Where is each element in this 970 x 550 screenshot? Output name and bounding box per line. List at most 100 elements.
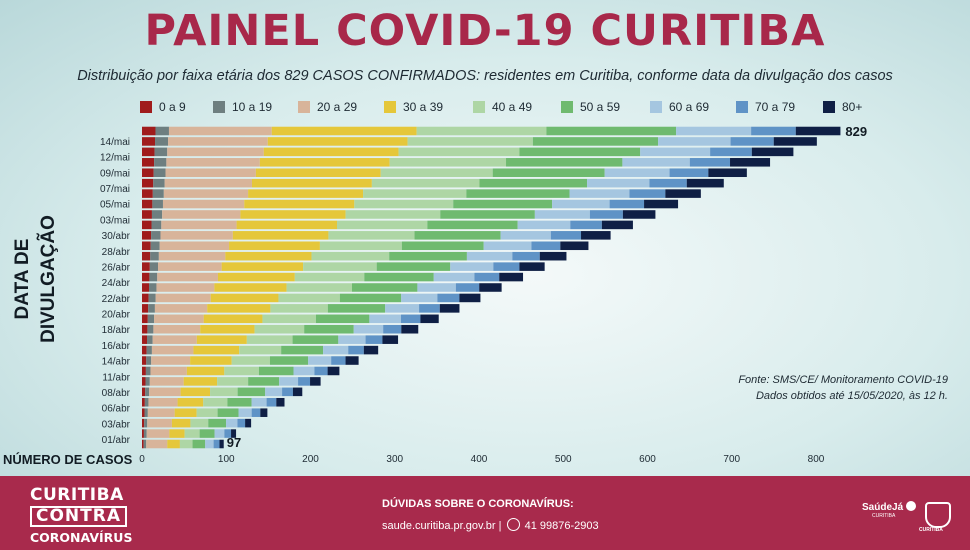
contact-phone[interactable]: 41 99876-2903 xyxy=(524,520,599,532)
bar-segment xyxy=(146,439,168,449)
bar-segment xyxy=(152,189,164,198)
crest-label: CURITIBA xyxy=(919,527,943,533)
contact-site-link[interactable]: saude.curitiba.pr.gov.br xyxy=(382,520,496,532)
bar-segment xyxy=(751,126,796,136)
bar-segment xyxy=(414,231,501,240)
bar-segment xyxy=(219,439,224,449)
x-tick-label: 100 xyxy=(218,454,235,465)
bar-segment xyxy=(589,210,623,219)
bar-segment xyxy=(152,199,163,209)
bar-segment xyxy=(278,293,340,303)
bar-segment xyxy=(251,408,261,417)
bar-segment xyxy=(203,314,263,324)
bar-segment xyxy=(601,220,633,230)
bar-segment xyxy=(604,168,670,178)
bar-segment xyxy=(150,366,187,376)
bar-segment xyxy=(151,345,194,355)
bar-segment xyxy=(686,178,724,188)
contact-separator: | xyxy=(498,520,502,532)
bar-segment xyxy=(248,377,280,386)
bar-segment xyxy=(213,439,220,449)
bar-segment xyxy=(142,272,150,282)
bar-segment xyxy=(167,147,264,157)
bar-segment xyxy=(534,210,590,219)
legend-label: 50 a 59 xyxy=(580,100,621,114)
bar-segment xyxy=(149,272,158,282)
bar-segment xyxy=(142,335,148,344)
heart-cross-icon xyxy=(905,501,916,511)
bar-segment xyxy=(622,158,690,167)
whatsapp-icon xyxy=(506,518,520,531)
bar-segment xyxy=(225,251,312,261)
bar-segment xyxy=(795,126,841,136)
bar-segment xyxy=(142,178,154,188)
bar-segment xyxy=(150,241,160,251)
bar-segment xyxy=(569,189,630,198)
y-tick-label: 03/abr xyxy=(102,419,131,430)
bar-segment xyxy=(142,356,147,365)
bar-segment xyxy=(532,137,659,146)
page-subtitle: Distribuição por faixa etária dos 829 CA… xyxy=(77,68,893,84)
bar-segment xyxy=(550,231,582,240)
bar-segment xyxy=(560,241,589,251)
legend-item-80-plus: 80+ xyxy=(823,99,862,115)
legend-swatch xyxy=(823,101,835,113)
bar-segment xyxy=(217,272,295,282)
bar-segment xyxy=(146,429,170,438)
data-label-97: 97 xyxy=(227,435,241,450)
bar-segment xyxy=(246,335,293,344)
bar-segment xyxy=(147,324,154,334)
bar-segment xyxy=(276,397,285,407)
bar-segment xyxy=(142,377,146,386)
bar-segment xyxy=(587,178,650,188)
y-tick-label: 18/abr xyxy=(102,325,131,336)
bar-segment xyxy=(493,262,520,271)
bar-segment xyxy=(294,272,365,282)
bar-segment xyxy=(385,304,420,313)
bar-segment xyxy=(158,262,222,271)
bar-segment xyxy=(154,314,204,324)
bar-segment xyxy=(251,397,267,407)
y-tick-label: 09/mai xyxy=(100,168,130,179)
bar-segment xyxy=(208,418,227,428)
y-tick-labels: 14/mai 12/mai 09/mai 07/mai 05/mai 03/mai 30/a… xyxy=(100,137,131,446)
legend-swatch xyxy=(140,101,152,113)
x-tick-label: 800 xyxy=(808,454,825,465)
bar-segment xyxy=(151,220,162,230)
bar-segment xyxy=(142,231,152,240)
bar-segment xyxy=(383,324,402,334)
data-label-829: 829 xyxy=(845,124,867,139)
y-tick-label: 24/abr xyxy=(102,278,131,289)
y-tick-label: 03/mai xyxy=(100,215,130,226)
bar-segment xyxy=(260,408,268,417)
bar-segment xyxy=(531,241,561,251)
legend-swatch xyxy=(561,101,573,113)
bar-segment xyxy=(147,335,153,344)
bar-segment xyxy=(689,158,731,167)
bar-segment xyxy=(179,439,193,449)
bar-segment xyxy=(308,356,332,365)
bar-segment xyxy=(376,262,451,271)
legend-item-50-59: 50 a 59 xyxy=(561,99,620,115)
legend-label: 60 a 69 xyxy=(669,100,710,114)
x-axis-label: NÚMERO DE CASOS xyxy=(3,452,133,467)
bar-segment xyxy=(231,429,237,438)
bar-segment xyxy=(229,241,320,251)
x-tick-label: 700 xyxy=(723,454,740,465)
bar-segment xyxy=(149,377,184,386)
bar-segment xyxy=(226,418,238,428)
y-tick-label: 30/abr xyxy=(102,231,131,242)
bar-segment xyxy=(142,345,147,355)
bar-segment xyxy=(142,314,148,324)
bar-segment xyxy=(416,126,547,136)
y-tick-label: 16/abr xyxy=(102,341,131,352)
bar-segment xyxy=(190,418,209,428)
legend-label: 30 a 39 xyxy=(403,100,444,114)
x-tick-labels: 0 100 200 300 400 500 600 700 800 xyxy=(139,454,825,465)
bar-segment xyxy=(192,439,206,449)
legend-label: 40 a 49 xyxy=(492,100,533,114)
bar-segment xyxy=(546,126,677,136)
bar-segment xyxy=(380,168,493,178)
bar-segment xyxy=(311,251,390,261)
x-tick-label: 200 xyxy=(302,454,319,465)
